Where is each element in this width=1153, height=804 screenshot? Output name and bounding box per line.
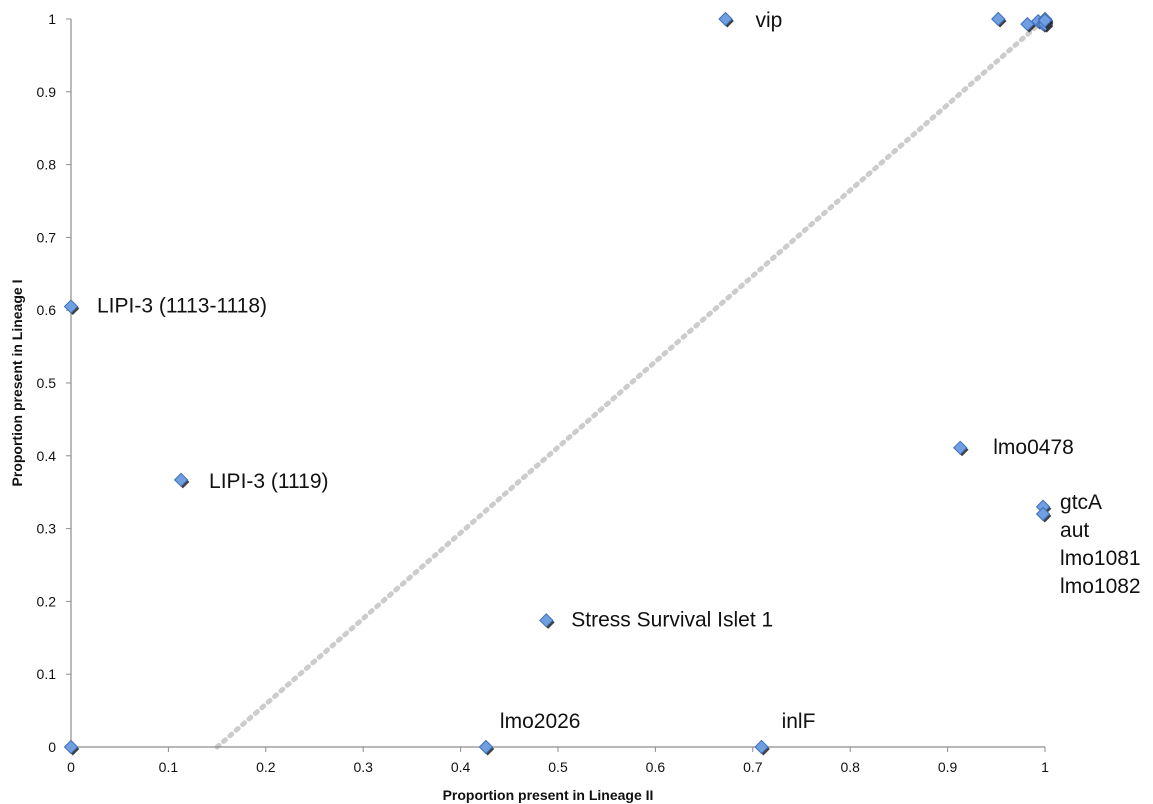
trendline <box>214 16 1048 750</box>
data-point <box>63 299 80 316</box>
y-tick-label: 0 <box>48 739 56 755</box>
data-point-marker <box>991 11 1006 27</box>
x-tick-label: 0.6 <box>646 759 666 775</box>
data-point <box>754 739 770 756</box>
data-point <box>478 739 495 756</box>
point-annotation: gtcA <box>1060 491 1102 514</box>
x-tick-label: 0.4 <box>451 759 471 775</box>
y-tick-label: 1 <box>48 11 56 27</box>
data-point <box>1020 16 1036 33</box>
x-tick-label: 0.3 <box>353 759 373 775</box>
data-point <box>539 613 555 629</box>
y-tick-label: 0.3 <box>37 521 57 537</box>
x-axis-title: Proportion present in Lineage II <box>443 787 654 803</box>
data-point-marker <box>1037 13 1053 28</box>
data-point <box>953 440 969 457</box>
data-point-marker <box>63 299 79 314</box>
ticks: 0 0.1 0.2 0.3 0.4 0.5 0.6 0.7 0.8 0.9 1 0 0.1 0.2 0.3 0… <box>37 11 1050 775</box>
y-tick-label: 0.8 <box>37 157 57 173</box>
y-tick-label: 0.1 <box>37 666 57 682</box>
point-annotation: lmo1082 <box>1060 575 1141 598</box>
data-point-marker <box>478 739 494 755</box>
axes <box>70 19 1045 748</box>
x-tick-label: 1 <box>1041 759 1049 775</box>
data-point-marker <box>539 613 554 628</box>
point-labels: vip LIPI-3 (1113-1118) LIPI-3 (1119) lmo047… <box>97 9 1141 733</box>
y-tick-label: 0.6 <box>37 302 57 318</box>
data-point-marker <box>1035 506 1051 522</box>
x-tick-label: 0.1 <box>159 759 179 775</box>
data-point-marker <box>63 739 79 755</box>
point-annotation: lmo0478 <box>993 436 1074 459</box>
y-tick-label: 0.9 <box>37 84 57 100</box>
point-annotation: LIPI-3 (1113-1118) <box>97 295 267 318</box>
x-tick-label: 0.8 <box>840 759 860 775</box>
point-annotation: aut <box>1060 519 1089 542</box>
point-annotation: lmo1081 <box>1060 547 1141 570</box>
point-annotation: inlF <box>782 710 816 733</box>
y-tick-label: 0.7 <box>37 229 57 245</box>
x-tick-label: 0 <box>67 759 75 775</box>
y-tick-label: 0.2 <box>37 593 57 609</box>
point-annotation: LIPI-3 (1119) <box>209 470 328 493</box>
data-point <box>63 739 80 756</box>
data-point-marker <box>173 472 189 488</box>
data-point-marker <box>953 440 968 455</box>
trendline-layer <box>214 16 1048 750</box>
data-point-marker <box>718 11 733 27</box>
data-point <box>1037 13 1054 29</box>
x-tick-label: 0.5 <box>548 759 568 775</box>
x-tick-label: 0.2 <box>256 759 276 775</box>
data-point-marker <box>754 739 769 755</box>
y-tick-label: 0.4 <box>37 448 57 464</box>
data-point <box>173 472 190 489</box>
data-point <box>1035 506 1052 523</box>
point-annotation: Stress Survival Islet 1 <box>571 608 773 631</box>
point-annotation: vip <box>756 9 783 32</box>
data-point <box>991 11 1007 28</box>
y-tick-label: 0.5 <box>37 375 57 391</box>
y-axis-title: Proportion present in Lineage I <box>9 280 25 487</box>
x-tick-label: 0.7 <box>743 759 763 775</box>
data-point <box>718 11 734 28</box>
x-tick-label: 0.9 <box>938 759 958 775</box>
point-annotation: lmo2026 <box>500 710 581 733</box>
data-points <box>63 11 1054 756</box>
